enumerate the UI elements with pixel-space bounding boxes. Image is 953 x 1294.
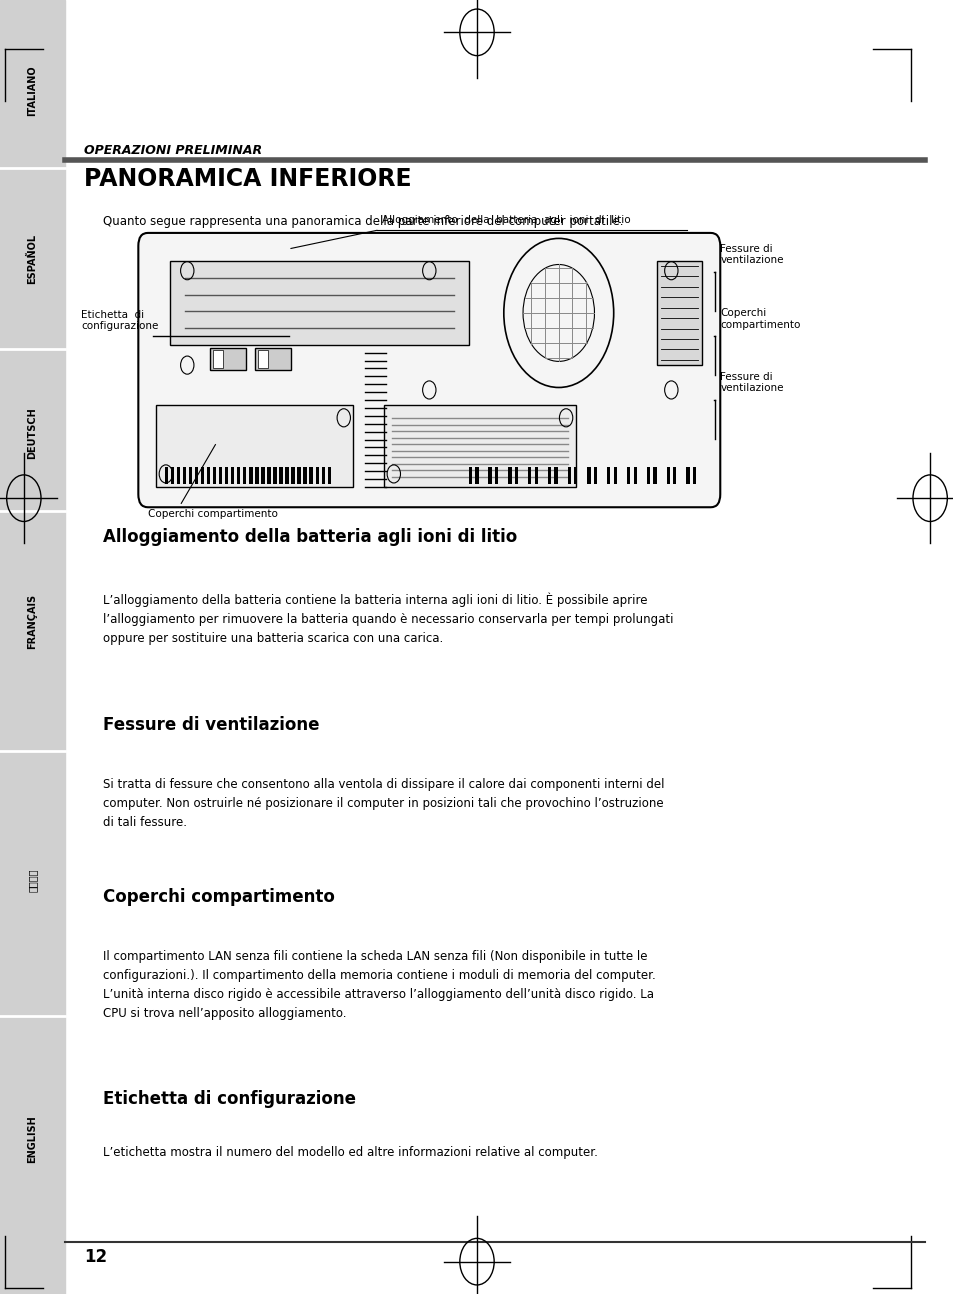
Text: FRANÇAIS: FRANÇAIS [28,594,37,648]
Text: DEUTSCH: DEUTSCH [28,408,37,459]
Bar [515,467,517,484]
Bar [666,467,669,484]
Bar [257,351,268,367]
Text: L’etichetta mostra il numero del modello ed altre informazioni relative al compu: L’etichetta mostra il numero del modello… [103,1146,598,1159]
Text: OPERAZIONI PRELIMINAR: OPERAZIONI PRELIMINAR [84,144,262,157]
Text: L’alloggiamento della batteria contiene la batteria interna agli ioni di litio. : L’alloggiamento della batteria contiene … [103,593,673,646]
Bar [528,467,531,484]
Bar [475,467,478,484]
Bar [594,467,597,484]
Bar [156,405,353,487]
Bar [547,467,551,484]
Bar [554,467,558,484]
Bar [488,467,491,484]
Bar [309,467,313,484]
Text: ESPAÑOL: ESPAÑOL [28,234,37,283]
Text: Alloggiamento della batteria agli ioni di litio: Alloggiamento della batteria agli ioni d… [103,528,517,546]
Text: Fessure di
ventilazione: Fessure di ventilazione [720,371,783,393]
Bar [171,467,173,484]
Bar [254,348,291,370]
Bar [231,467,234,484]
Text: Coperchi compartimento: Coperchi compartimento [148,509,277,519]
Bar [508,467,511,484]
Text: Coperchi
compartimento: Coperchi compartimento [720,308,800,330]
Text: Coperchi compartimento: Coperchi compartimento [103,888,335,906]
Bar [279,467,282,484]
Bar [201,467,204,484]
Bar [646,467,649,484]
Bar [587,467,590,484]
Bar [673,467,676,484]
Bar [653,467,656,484]
Bar [633,467,637,484]
Bar [194,467,198,484]
Bar [0,0,65,1294]
Bar [189,467,192,484]
Bar [297,467,300,484]
Bar [613,467,617,484]
Bar [219,467,222,484]
Text: Alloggiamento  della  batteria  agli  ioni  di  litio: Alloggiamento della batteria agli ioni d… [381,215,630,225]
Text: Fessure di
ventilazione: Fessure di ventilazione [720,243,783,265]
Bar [183,467,186,484]
Text: PANORAMICA INFERIORE: PANORAMICA INFERIORE [84,167,411,192]
Bar [495,467,497,484]
Bar [261,467,264,484]
Bar [176,467,180,484]
Bar [285,467,289,484]
Bar [685,467,689,484]
Bar [255,467,258,484]
Bar [171,261,468,345]
Bar [237,467,240,484]
Text: ITALIANO: ITALIANO [28,65,37,116]
Bar [327,467,331,484]
FancyBboxPatch shape [138,233,720,507]
Bar [606,467,610,484]
Bar [273,467,276,484]
Bar [534,467,537,484]
Bar [225,467,228,484]
Text: 12: 12 [84,1247,107,1266]
Bar [291,467,294,484]
Bar [574,467,577,484]
Bar [243,467,246,484]
Bar [321,467,325,484]
Bar [207,467,210,484]
Bar [210,348,246,370]
Bar [384,405,575,487]
Bar [213,467,216,484]
Text: Fessure di ventilazione: Fessure di ventilazione [103,716,319,734]
Text: Si tratta di fessure che consentono alla ventola di dissipare il calore dai comp: Si tratta di fessure che consentono alla… [103,778,664,828]
Text: ENGLISH: ENGLISH [28,1115,37,1162]
Text: Etichetta di configurazione: Etichetta di configurazione [103,1090,355,1108]
Text: Quanto segue rappresenta una panoramica della parte inferiore del computer porta: Quanto segue rappresenta una panoramica … [103,215,623,228]
Bar [249,467,253,484]
Text: Il compartimento LAN senza fili contiene la scheda LAN senza fili (Non disponibi: Il compartimento LAN senza fili contiene… [103,950,655,1020]
Text: Etichetta  di
configurazione: Etichetta di configurazione [81,309,158,331]
Bar [692,467,696,484]
Text: 繁体中文: 繁体中文 [28,868,37,892]
Bar [213,351,223,367]
Bar [626,467,630,484]
Bar [315,467,318,484]
Bar [468,467,472,484]
Bar [567,467,570,484]
Bar [165,467,168,484]
Bar [657,261,701,365]
Bar [303,467,307,484]
Bar [267,467,271,484]
